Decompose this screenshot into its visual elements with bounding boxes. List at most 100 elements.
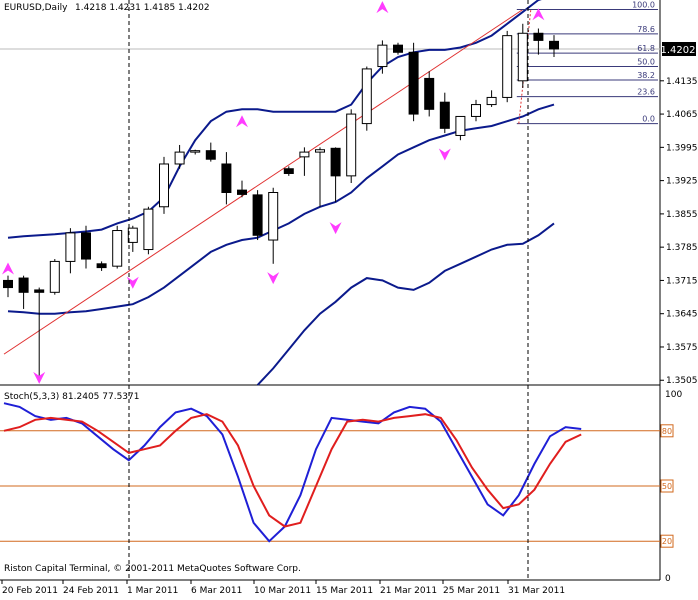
candle-body (517, 32, 528, 82)
price-tick-label: 1.3715 (666, 276, 698, 286)
stochastic-level-label: 50 (662, 482, 672, 491)
candle-body (361, 68, 372, 125)
time-tick-label: 6 Mar 2011 (191, 586, 242, 596)
candle-body (533, 32, 544, 41)
candle-body (127, 227, 138, 243)
period-separators (128, 0, 529, 580)
current-price-box (662, 42, 696, 56)
fibo-level-label: 50.0 (637, 58, 655, 67)
candle-body (190, 150, 201, 153)
trendline-line (3, 9, 524, 355)
bollinger-upper-band (7, 0, 542, 239)
candle-body (143, 208, 154, 251)
stochastic-level-box (660, 424, 674, 438)
candle-body (471, 104, 481, 117)
fibo-level-label: 23.6 (637, 88, 655, 97)
price-tick-label: 1.4065 (666, 110, 698, 120)
fibo-level-label: 0.0 (642, 115, 655, 124)
time-tick-label: 31 Mar 2011 (508, 586, 565, 596)
candle-body (81, 232, 91, 260)
fibo-level-label: 38.2 (637, 71, 655, 80)
candle-body (393, 44, 403, 53)
time-tick-label: 15 Mar 2011 (316, 586, 373, 596)
candle-body (315, 149, 325, 153)
bollinger-lower-band (256, 222, 555, 386)
current-price-label: 1.4202 (661, 45, 696, 56)
stochastic-tick-label: 0 (665, 574, 671, 584)
candle-body (252, 194, 263, 236)
stochastic-level-box (660, 534, 674, 548)
stochastic-level-label: 20 (662, 537, 672, 546)
candle-body (283, 168, 294, 174)
fractal-up-marker (376, 1, 389, 14)
candle-body (377, 44, 388, 68)
candle-body (205, 150, 216, 160)
candle-body (3, 279, 13, 289)
time-tick-label: 21 Mar 2011 (380, 586, 437, 596)
fractal-down-marker (329, 222, 342, 235)
stochastic-panel: 80 50 20 100 0 Stoch(5,3,3) 81.2405 77.5371… (0, 390, 682, 584)
candle-body (159, 163, 169, 208)
time-tick-label: 1 Mar 2011 (127, 586, 178, 596)
candle-body (237, 189, 247, 195)
price-tick-label: 1.4135 (666, 77, 698, 87)
time-tick-label: 24 Feb 2011 (63, 586, 119, 596)
fractal-down-marker (438, 148, 451, 161)
time-axis-ticks: 20 Feb 2011 24 Feb 2011 1 Mar 2011 6 Mar 20… (1, 580, 565, 596)
candle-body (549, 40, 559, 50)
time-tick-label: 20 Feb 2011 (2, 586, 58, 596)
stochastic-title: Stoch(5,3,3) 81.2405 77.5371 (4, 392, 139, 402)
price-axis-ticks: 1.4135 1.4065 1.3995 1.3925 1.3855 1.3785 1.37… (660, 77, 698, 386)
candle-body (34, 289, 45, 293)
stochastic-tick-label: 100 (665, 390, 682, 400)
stochastic-lines (3, 402, 582, 543)
price-tick-label: 1.3505 (666, 376, 698, 386)
fractal-down-marker (267, 272, 280, 285)
candle-body (439, 101, 450, 129)
stochastic-levels: 80 50 20 (0, 424, 674, 548)
price-panel: 100.0 78.6 61.8 50.0 38.2 23.6 0.0 1.4135 1.406… (0, 0, 698, 580)
stochastic-level-label: 80 (662, 427, 672, 436)
fractal-down-marker (33, 371, 46, 384)
candle-body (96, 263, 107, 269)
ohlc-label: 1.4218 1.4231 1.4185 1.4202 (75, 3, 210, 13)
fibo-level-label: 100.0 (632, 1, 655, 10)
candle-body (268, 192, 279, 241)
stochastic-signal-line (3, 413, 582, 528)
symbol-label: EURUSD,Daily (4, 3, 68, 13)
fractal-down-marker (126, 276, 139, 289)
fibo-level-label: 78.6 (637, 25, 655, 34)
stochastic-level-box (660, 479, 674, 493)
candle-body (299, 151, 310, 158)
fibo-level-label: 61.8 (637, 44, 655, 53)
price-tick-label: 1.3855 (666, 210, 698, 220)
copyright-label: Riston Capital Terminal, © 2001-2011 Met… (4, 564, 301, 574)
candle-body (346, 113, 357, 177)
fractals (2, 1, 545, 384)
candle-body (18, 277, 29, 293)
time-tick-label: 25 Mar 2011 (443, 586, 500, 596)
candle-body (112, 230, 123, 267)
candle-body (65, 232, 76, 262)
candle-body (174, 151, 185, 165)
trendline (3, 9, 524, 355)
fractal-up-marker (236, 115, 248, 128)
candle-body (502, 35, 513, 98)
candle-body (330, 147, 341, 177)
fractal-up-marker (532, 8, 545, 21)
price-tick-label: 1.3925 (666, 177, 698, 187)
fractal-up-marker (2, 262, 14, 275)
candles (3, 23, 559, 376)
candle-body (408, 51, 419, 115)
candle-body (455, 115, 466, 136)
time-tick-label: 10 Mar 2011 (254, 586, 311, 596)
stochastic-main-line (3, 402, 582, 543)
stochastic-axis-ticks: 100 0 (665, 390, 682, 584)
candle-body (424, 77, 435, 110)
candle-body (486, 96, 497, 106)
candle-body (221, 163, 232, 193)
price-tick-label: 1.3645 (666, 310, 698, 320)
